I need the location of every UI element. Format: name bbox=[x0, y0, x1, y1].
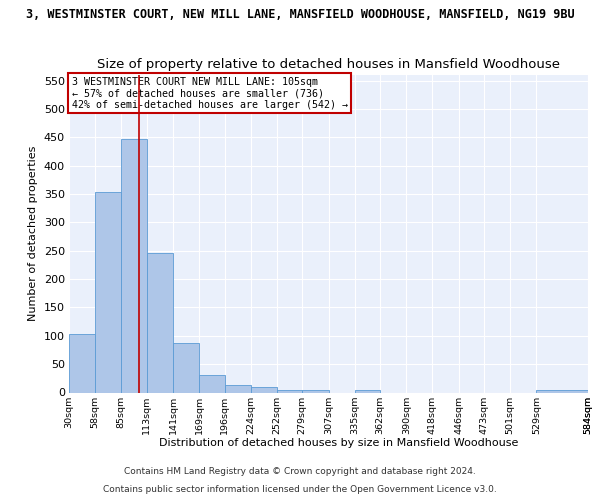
Bar bbox=[199, 376, 224, 392]
Bar bbox=[224, 385, 251, 392]
Bar bbox=[251, 388, 277, 392]
Bar bbox=[355, 390, 380, 392]
Bar bbox=[69, 334, 95, 392]
Y-axis label: Number of detached properties: Number of detached properties bbox=[28, 146, 38, 322]
Title: Size of property relative to detached houses in Mansfield Woodhouse: Size of property relative to detached ho… bbox=[97, 58, 560, 71]
Bar bbox=[121, 138, 147, 392]
Bar bbox=[277, 390, 302, 392]
Bar bbox=[173, 342, 199, 392]
Text: Distribution of detached houses by size in Mansfield Woodhouse: Distribution of detached houses by size … bbox=[160, 438, 518, 448]
Bar bbox=[95, 192, 121, 392]
Text: 3 WESTMINSTER COURT NEW MILL LANE: 105sqm
← 57% of detached houses are smaller (: 3 WESTMINSTER COURT NEW MILL LANE: 105sq… bbox=[71, 76, 347, 110]
Bar bbox=[302, 390, 329, 392]
Text: Contains public sector information licensed under the Open Government Licence v3: Contains public sector information licen… bbox=[103, 485, 497, 494]
Bar bbox=[536, 390, 588, 392]
Text: Contains HM Land Registry data © Crown copyright and database right 2024.: Contains HM Land Registry data © Crown c… bbox=[124, 467, 476, 476]
Bar bbox=[147, 253, 173, 392]
Text: 3, WESTMINSTER COURT, NEW MILL LANE, MANSFIELD WOODHOUSE, MANSFIELD, NG19 9BU: 3, WESTMINSTER COURT, NEW MILL LANE, MAN… bbox=[26, 8, 574, 20]
